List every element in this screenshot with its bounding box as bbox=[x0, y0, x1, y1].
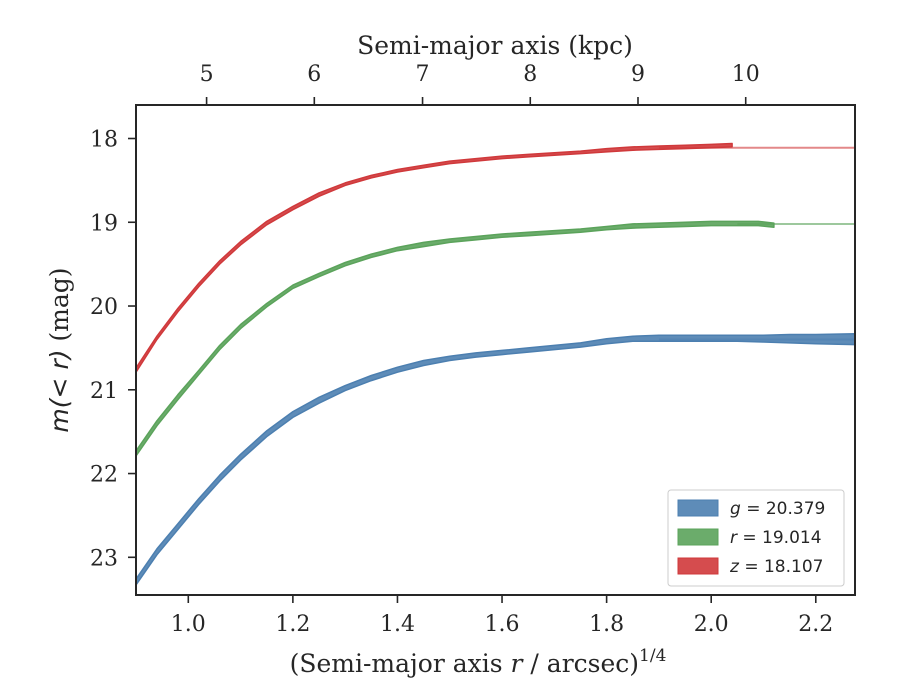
top-tick-label: 10 bbox=[732, 62, 760, 87]
series-r-band bbox=[135, 220, 775, 457]
series-z-band bbox=[135, 142, 733, 373]
legend-value: = 18.107 bbox=[739, 557, 824, 577]
x-tick-label: 2.2 bbox=[798, 612, 833, 637]
legend-var: g bbox=[730, 499, 741, 519]
y-axis-title-unit: (mag) bbox=[45, 267, 74, 349]
legend-swatch-g bbox=[677, 499, 719, 517]
y-tick-label: 18 bbox=[90, 128, 118, 153]
x-axis-title-post: / arcsec) bbox=[522, 649, 639, 678]
top-tick-label: 5 bbox=[200, 62, 214, 87]
x-tick-label: 1.0 bbox=[171, 612, 206, 637]
y-tick-label: 19 bbox=[90, 211, 118, 236]
legend-swatch-z bbox=[677, 557, 719, 575]
legend-value: = 20.379 bbox=[741, 499, 826, 519]
y-tick-label: 23 bbox=[90, 546, 118, 571]
series-r bbox=[135, 220, 855, 457]
x-axis-top: 5 6 7 8 9 10 bbox=[200, 62, 760, 105]
y-axis-title: m(< r) (mag) bbox=[45, 267, 74, 432]
legend-label-g: g = 20.379 bbox=[730, 499, 825, 519]
legend-var: r bbox=[730, 528, 738, 548]
x-tick-label: 1.2 bbox=[275, 612, 310, 637]
y-tick-label: 22 bbox=[90, 463, 118, 488]
y-axis-left: 18 19 20 21 22 23 bbox=[90, 128, 136, 571]
x-tick-label: 1.6 bbox=[485, 612, 520, 637]
top-tick-label: 9 bbox=[631, 62, 645, 87]
series-layer bbox=[135, 142, 856, 586]
series-z bbox=[135, 142, 855, 373]
legend-label-r: r = 19.014 bbox=[730, 528, 822, 548]
x-axis-bottom: 1.0 1.2 1.4 1.6 1.8 2.0 2.2 bbox=[171, 595, 833, 637]
top-tick-label: 6 bbox=[307, 62, 321, 87]
y-tick-label: 21 bbox=[90, 379, 118, 404]
x-axis-title-pre: (Semi-major axis bbox=[290, 649, 511, 678]
y-axis-title-var: m(< r) bbox=[45, 350, 74, 433]
x-axis-title: (Semi-major axis r / arcsec)1/4 bbox=[290, 646, 667, 678]
x-axis-title-exponent: 1/4 bbox=[639, 646, 666, 666]
plot-frame bbox=[135, 104, 856, 596]
top-tick-label: 8 bbox=[523, 62, 537, 87]
x-tick-label: 1.8 bbox=[589, 612, 624, 637]
x-axis-title-var: r bbox=[511, 649, 525, 678]
legend-swatch-r bbox=[677, 528, 719, 546]
x-tick-label: 2.0 bbox=[694, 612, 729, 637]
y-tick-label: 20 bbox=[90, 295, 118, 320]
legend-value: = 19.014 bbox=[737, 528, 822, 548]
legend-var: z bbox=[729, 557, 740, 577]
legend-label-z: z = 18.107 bbox=[729, 557, 823, 577]
top-axis-title: Semi-major axis (kpc) bbox=[357, 31, 633, 60]
x-tick-label: 1.4 bbox=[380, 612, 415, 637]
top-tick-label: 7 bbox=[416, 62, 430, 87]
